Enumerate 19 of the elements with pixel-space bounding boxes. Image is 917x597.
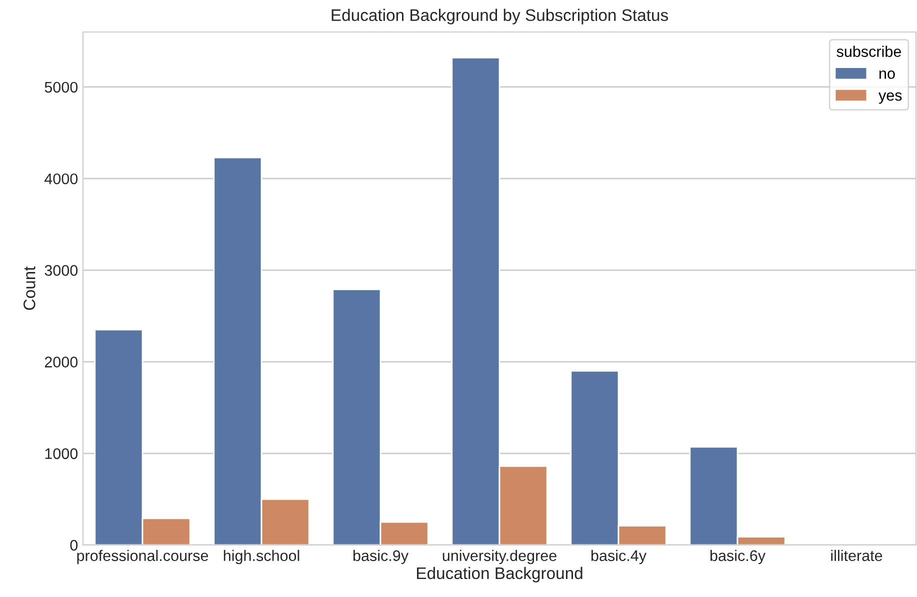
chart-title: Education Background by Subscription Status — [332, 8, 668, 24]
x-tick-label: basic.4y — [591, 550, 646, 564]
x-axis-title: Education Background — [417, 566, 582, 582]
x-tick-label: illiterate — [831, 550, 882, 562]
x-tick-label: basic.9y — [353, 550, 408, 564]
y-tick-label: 4000 — [44, 173, 78, 184]
legend-title: subscribe — [836, 46, 901, 57]
x-tick-label: high.school — [224, 550, 300, 564]
y-tick-label: 3000 — [44, 265, 78, 276]
y-tick-label: 0 — [70, 540, 78, 551]
y-tick-label: 5000 — [44, 82, 78, 93]
x-tick-label: university.degree — [442, 550, 556, 564]
y-tick-label: 1000 — [45, 448, 78, 460]
legend-label: no — [879, 70, 895, 79]
y-tick-label: 2000 — [44, 356, 78, 368]
legend-label: yes — [878, 92, 902, 104]
x-tick-label: basic.6y — [710, 550, 766, 564]
x-tick-label: professional.course — [77, 550, 208, 564]
y-axis-title: Count — [24, 266, 36, 310]
